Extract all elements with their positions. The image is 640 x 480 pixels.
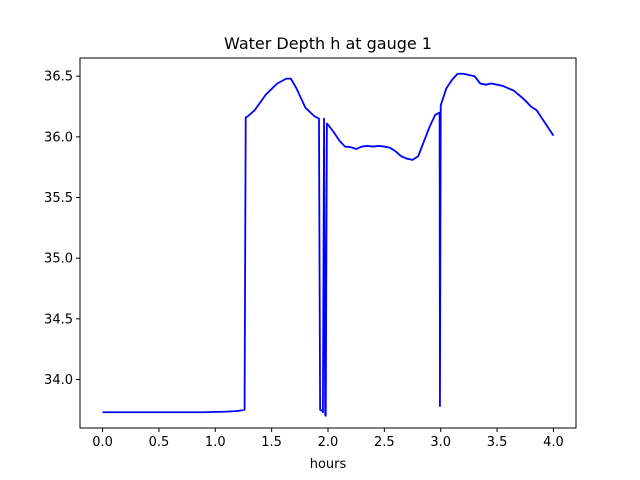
series-line-0 [102, 72, 555, 417]
y-tick-label: 36.0 [44, 130, 73, 145]
y-tick-label: 36.5 [44, 70, 73, 85]
chart-title: Water Depth h at gauge 1 [224, 34, 432, 53]
y-axis: 34.0 34.5 35.0 35.5 36.0 36.5 [44, 70, 80, 388]
x-tick-label: 2.5 [374, 435, 395, 450]
x-tick-label: 2.0 [318, 435, 339, 450]
plot-lines [102, 72, 555, 417]
y-tick-label: 35.0 [44, 252, 73, 267]
x-tick-label: 0.5 [149, 435, 170, 450]
x-tick-label: 3.0 [430, 435, 451, 450]
plot-frame [79, 57, 577, 429]
x-tick-label: 1.5 [261, 435, 282, 450]
x-axis: 0.0 0.5 1.0 1.5 2.0 2.5 3.0 3.5 4.0 [92, 428, 564, 450]
x-tick-label: 0.0 [92, 435, 113, 450]
y-tick-label: 35.5 [44, 191, 73, 206]
x-tick-label: 1.0 [205, 435, 226, 450]
x-axis-label: hours [310, 457, 347, 472]
x-tick-label: 4.0 [543, 435, 564, 450]
y-tick-label: 34.5 [44, 312, 73, 327]
x-tick-label: 3.5 [487, 435, 508, 450]
y-tick-label: 34.0 [44, 373, 73, 388]
